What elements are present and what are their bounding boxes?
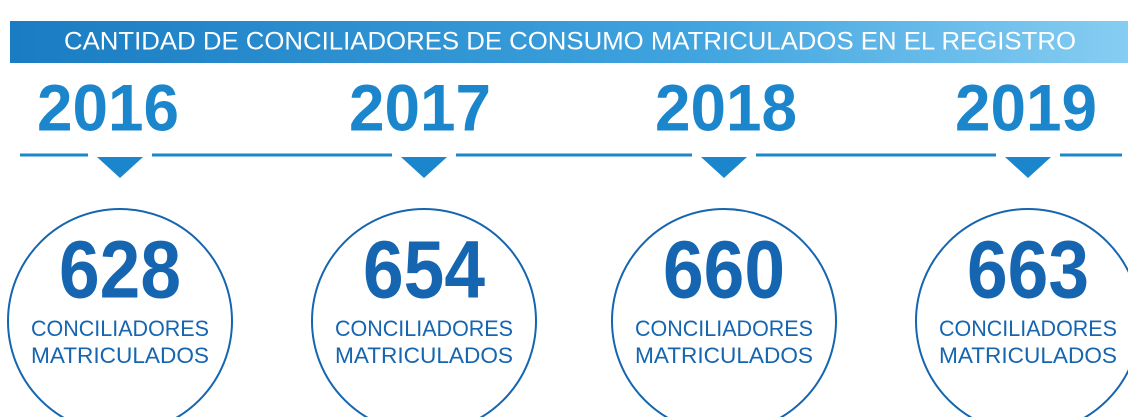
circle <box>915 208 1128 417</box>
count-label: MATRICULADOS <box>335 343 513 368</box>
count: 628 <box>59 225 181 316</box>
year: 2017 <box>349 70 491 144</box>
year: 2018 <box>655 70 797 144</box>
pointer-triangle <box>701 157 747 178</box>
count-label: CONCILIADORES <box>939 316 1117 341</box>
count-label: CONCILIADORES <box>335 316 513 341</box>
circle <box>311 208 537 417</box>
count-label: MATRICULADOS <box>31 343 209 368</box>
count: 654 <box>363 225 485 316</box>
title: CANTIDAD DE CONCILIADORES DE CONSUMO MAT… <box>64 28 1076 56</box>
count: 660 <box>663 225 785 316</box>
pointer-triangle <box>97 157 143 178</box>
count: 663 <box>967 225 1089 316</box>
count-label: CONCILIADORES <box>31 316 209 341</box>
circle <box>611 208 837 417</box>
pointer-triangle <box>1005 157 1051 178</box>
title-banner <box>10 21 1128 63</box>
count-label: MATRICULADOS <box>635 343 813 368</box>
count-label: CONCILIADORES <box>635 316 813 341</box>
year: 2016 <box>37 70 179 144</box>
pointer-triangle <box>401 157 447 178</box>
circle <box>7 208 233 417</box>
year: 2019 <box>955 70 1097 144</box>
count-label: MATRICULADOS <box>939 343 1117 368</box>
